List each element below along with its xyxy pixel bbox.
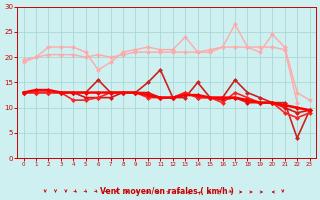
X-axis label: Vent moyen/en rafales ( km/h ): Vent moyen/en rafales ( km/h ) xyxy=(100,187,234,196)
